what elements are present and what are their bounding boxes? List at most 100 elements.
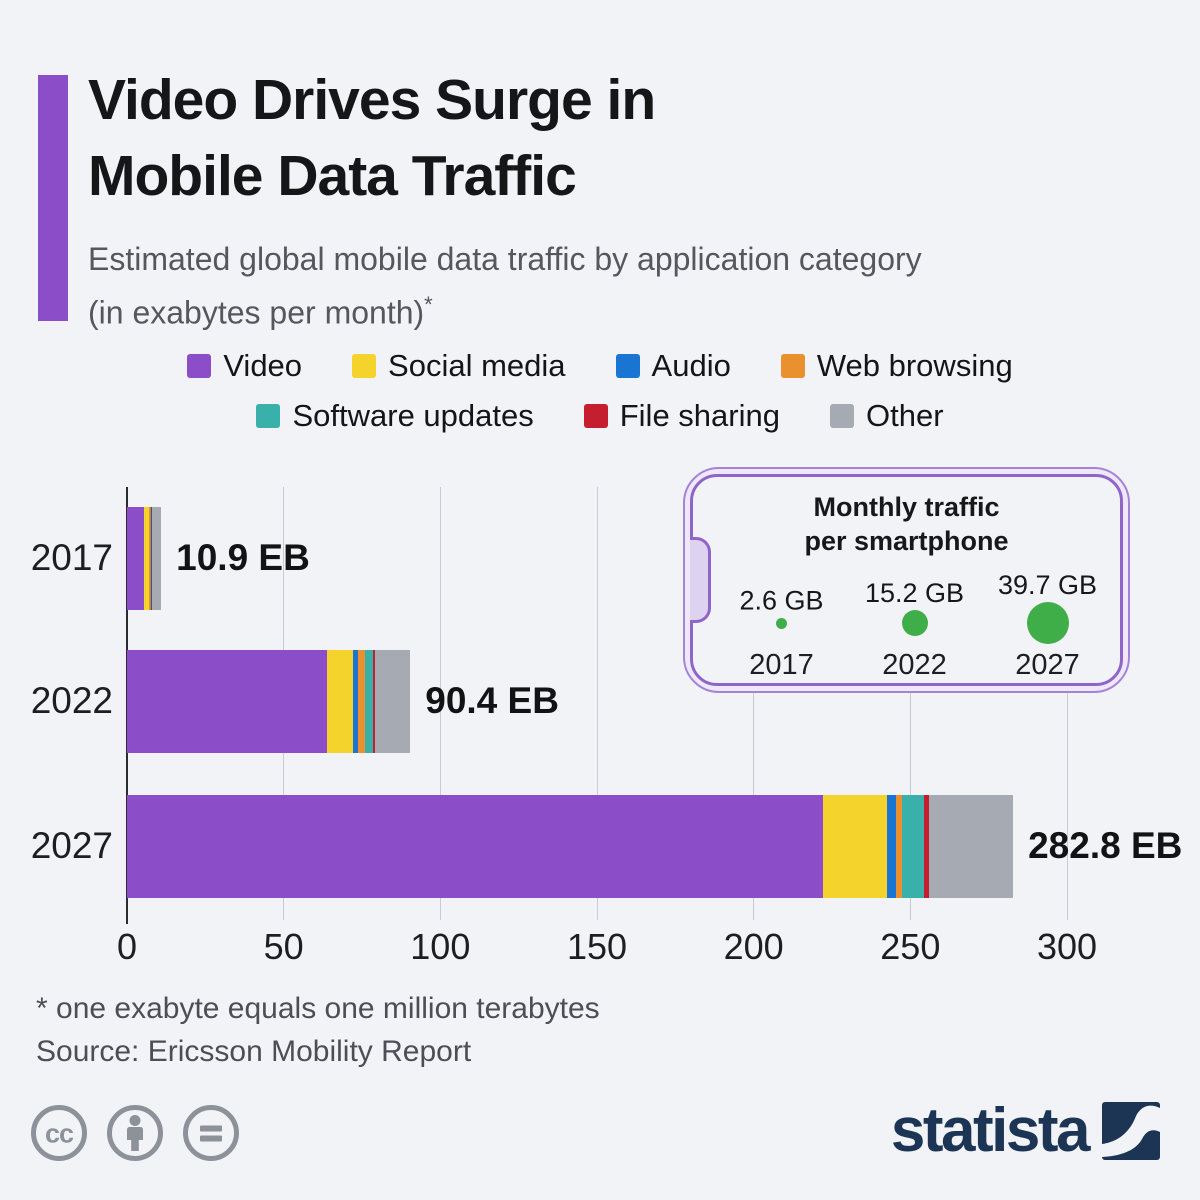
x-tick-label-200: 200 [723, 926, 784, 967]
grid-line-150 [596, 487, 598, 920]
x-tick-label-150: 150 [566, 926, 628, 967]
legend-label-video: Video [223, 348, 303, 383]
category-label-2017: 2017 [30, 537, 113, 578]
bar-segment-file-sharing-2027 [924, 795, 930, 898]
total-label-2017: 10.9 EB [176, 537, 310, 578]
bar-segment-video-2017 [127, 507, 145, 610]
bubble-zone-2022 [901, 597, 928, 649]
legend-item-video: Video [187, 349, 302, 382]
x-tick-label-50: 50 [263, 926, 304, 967]
cc-icon: cc [31, 1105, 87, 1161]
traffic-bubble-2022 [901, 610, 928, 636]
subtitle-line-2: (in exabytes per month) [88, 294, 425, 331]
svg-text:cc: cc [45, 1119, 74, 1149]
legend-item-web-browsing: Web browsing [780, 348, 1013, 383]
bar-segment-audio-2022 [352, 650, 358, 753]
bar-segment-social-media-2027 [822, 795, 887, 898]
inset-title-line-1: Monthly traffic [813, 492, 1000, 522]
bar-segment-web-browsing-2027 [895, 795, 903, 898]
legend-item-social-media: Social media [352, 348, 566, 383]
inset-title-line-2: per smartphone [804, 526, 1009, 556]
total-label-2027: 282.8 EB [1028, 825, 1183, 866]
legend: Video Social media Audio Web browsing Softwa… [0, 349, 1200, 449]
x-tick-label-250: 250 [880, 926, 941, 967]
statista-wordmark: statista [890, 1096, 1091, 1165]
bar-segment-other-2017 [152, 507, 162, 610]
legend-item-other: Other [829, 398, 944, 433]
traffic-year-2027: 2027 [1015, 649, 1080, 681]
bar-segment-software-updates-2022 [364, 650, 373, 753]
traffic-year-2017: 2017 [749, 649, 814, 681]
bar-segment-video-2022 [127, 650, 327, 753]
bar-segment-file-sharing-2017 [151, 507, 153, 610]
grid-line-250 [909, 487, 911, 920]
traffic-column-2022: 15.2 GB 2022 [848, 567, 981, 681]
no-derivatives-icon [183, 1105, 239, 1161]
traffic-column-2027: 39.7 GB 2027 [981, 567, 1114, 681]
traffic-value-2027: 39.7 GB [997, 570, 1098, 600]
x-tick-label-300: 300 [1036, 926, 1098, 967]
grid-line-200 [753, 487, 755, 920]
phone-notch-icon [690, 537, 711, 623]
legend-swatch-other [829, 403, 854, 428]
x-tick-label-100: 100 [410, 926, 471, 967]
bar-segment-video-2027 [127, 795, 823, 898]
smartphone-screen: Monthly traffic per smartphone 2.6 GB 201… [690, 474, 1123, 686]
statista-logo-mark-icon [1102, 1102, 1160, 1160]
title-accent-bar [38, 75, 68, 321]
grid-line-300 [1066, 487, 1068, 920]
bar-2017 [127, 507, 162, 610]
legend-label-file-sharing: File sharing [619, 398, 780, 433]
legend-swatch-software-updates [256, 403, 281, 428]
traffic-value-2022: 15.2 GB [864, 578, 965, 608]
legend-label-other: Other [865, 398, 944, 433]
legend-label-software-updates: Software updates [292, 398, 534, 433]
category-label-2027: 2027 [30, 825, 113, 866]
smartphone-inset: Monthly traffic per smartphone 2.6 GB 201… [683, 467, 1130, 693]
bar-chart: 0 50 100 150 200 250 300 2017 10.9 EB 2022 90.4 EB… [0, 485, 1200, 985]
license-icons: cc [30, 1104, 240, 1162]
bar-segment-web-browsing-2017 [149, 507, 151, 610]
legend-item-audio: Audio [615, 348, 731, 383]
bubble-zone-2027 [1026, 597, 1069, 649]
legend-swatch-social-media [352, 353, 377, 378]
statista-logo: statista [891, 1100, 1160, 1162]
legend-swatch-file-sharing [583, 403, 608, 428]
attribution-icon [107, 1105, 163, 1161]
legend-row-2: Software updates File sharing Other [0, 399, 1200, 432]
bar-segment-social-media-2017 [144, 507, 149, 610]
traffic-column-2017: 2.6 GB 2017 [715, 567, 848, 682]
x-tick-label-0: 0 [116, 926, 138, 967]
grid-line-100 [439, 487, 441, 920]
bar-segment-other-2022 [374, 650, 411, 753]
title-line-1: Video Drives Surge in [88, 68, 656, 132]
bar-segment-audio-2017 [148, 507, 150, 610]
traffic-year-2022: 2022 [882, 649, 947, 681]
legend-label-audio: Audio [651, 348, 731, 383]
category-label-2022: 2022 [30, 680, 113, 721]
total-label-2022: 90.4 EB [425, 680, 559, 721]
title-line-2: Mobile Data Traffic [88, 144, 577, 208]
bar-segment-audio-2027 [886, 795, 896, 898]
bar-segment-web-browsing-2022 [357, 650, 365, 753]
legend-swatch-web-browsing [780, 353, 805, 378]
legend-item-file-sharing: File sharing [583, 398, 780, 433]
source-line: Source: Ericsson Mobility Report [36, 1035, 472, 1068]
legend-item-software-updates: Software updates [256, 398, 534, 433]
bubble-columns: 2.6 GB 2017 15.2 GB 2022 39.7 GB 2027 [693, 567, 1120, 681]
subtitle-line-1: Estimated global mobile data traffic by … [88, 241, 922, 277]
bubble-zone-2017 [776, 597, 787, 649]
bar-segment-software-updates-2017 [150, 507, 152, 610]
legend-label-social-media: Social media [388, 348, 566, 383]
traffic-bubble-2027 [1026, 602, 1069, 644]
footnote-marker: * [424, 292, 433, 317]
bar-2022 [127, 650, 411, 753]
chart-footnote: * one exabyte equals one million terabyt… [36, 992, 600, 1025]
legend-label-web-browsing: Web browsing [816, 348, 1013, 383]
page-subtitle: Estimated global mobile data traffic by … [88, 237, 922, 336]
bar-segment-file-sharing-2022 [372, 650, 375, 753]
bar-segment-social-media-2022 [326, 650, 353, 753]
legend-row-1: Video Social media Audio Web browsing [0, 349, 1200, 382]
bar-segment-other-2027 [929, 795, 1014, 898]
